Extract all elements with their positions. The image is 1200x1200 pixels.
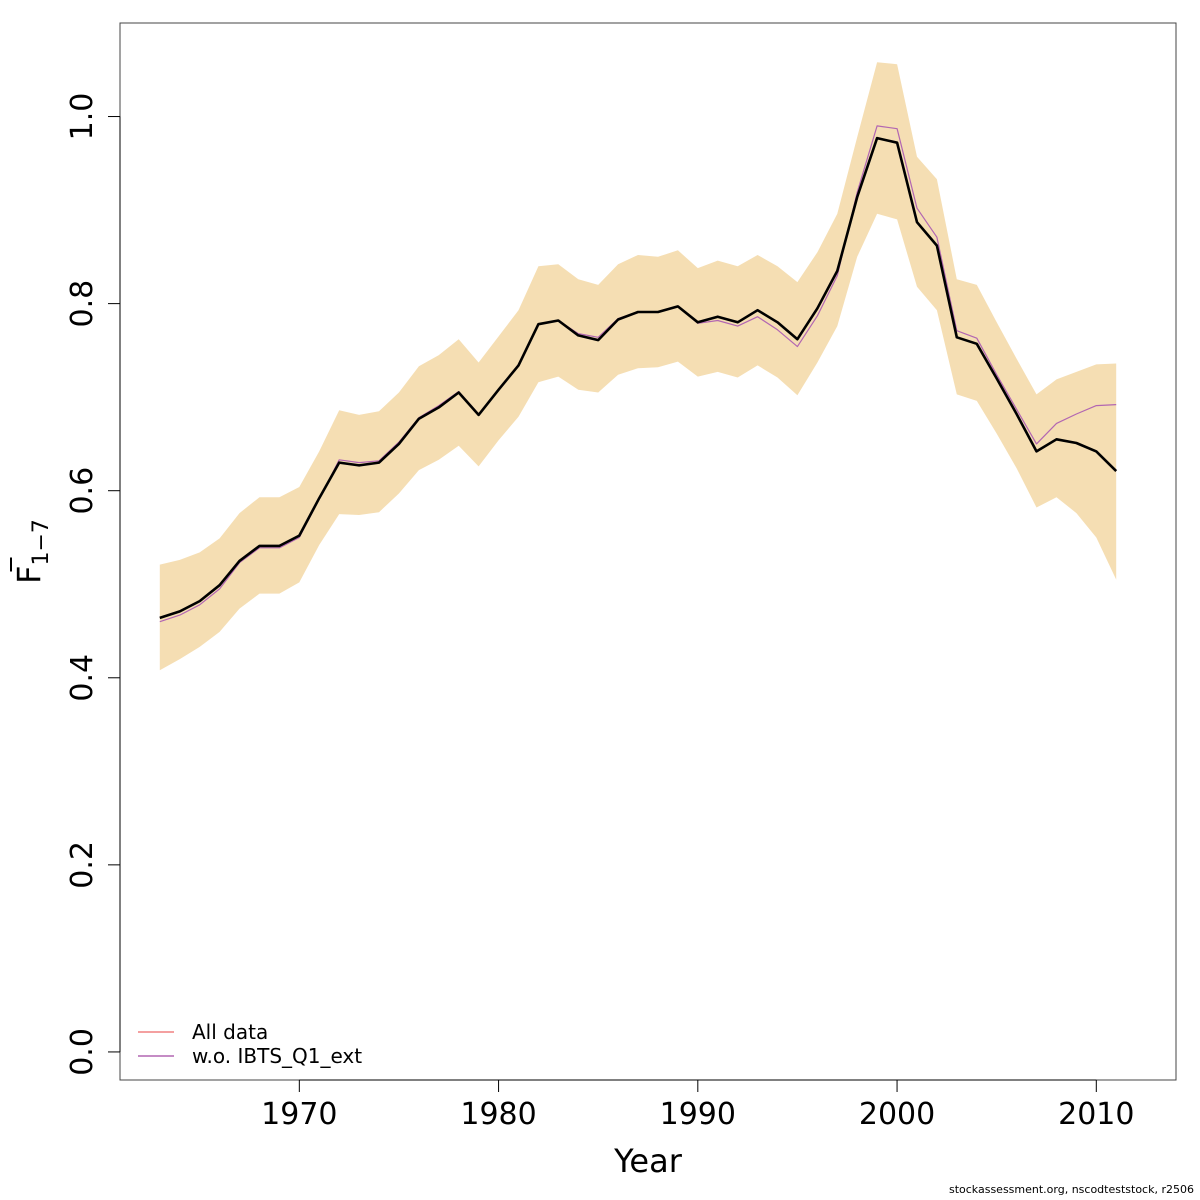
y-tick-label: 0.0 [65,1028,100,1076]
x-tick-label: 1970 [261,1097,337,1132]
x-tick-label: 2010 [1058,1097,1134,1132]
y-tick-label: 0.6 [65,467,100,515]
legend-label: All data [192,1020,268,1044]
y-axis-title-subscript: 1−7 [29,519,54,565]
confidence-band [159,62,1117,671]
x-tick-label: 2000 [859,1097,935,1132]
series-layer [159,125,1118,623]
y-tick-label: 0.2 [65,841,100,889]
y-tick-label: 0.4 [65,654,100,702]
x-axis-title: Year [613,1142,683,1180]
x-tick-label: 1980 [460,1097,536,1132]
y-tick-label: 1.0 [65,93,100,141]
y-axis-title: F1−7 [10,519,54,584]
series-line-estimate-2 [159,136,1118,620]
x-tick-label: 1990 [660,1097,736,1132]
x-axis: 1970 1980 1990 2000 2010 [261,1079,1134,1132]
footer-credit: stockassessment.org, nscodteststock, r25… [948,1183,1194,1196]
legend-label: w.o. IBTS_Q1_ext [192,1044,362,1068]
y-axis-title-main: F [10,566,48,584]
y-axis: 0.0 0.2 0.4 0.6 0.8 1.0 [65,93,121,1076]
confidence-band-layer [159,62,1117,671]
svg-text:F1−7: F1−7 [10,519,54,584]
y-tick-label: 0.8 [65,280,100,328]
